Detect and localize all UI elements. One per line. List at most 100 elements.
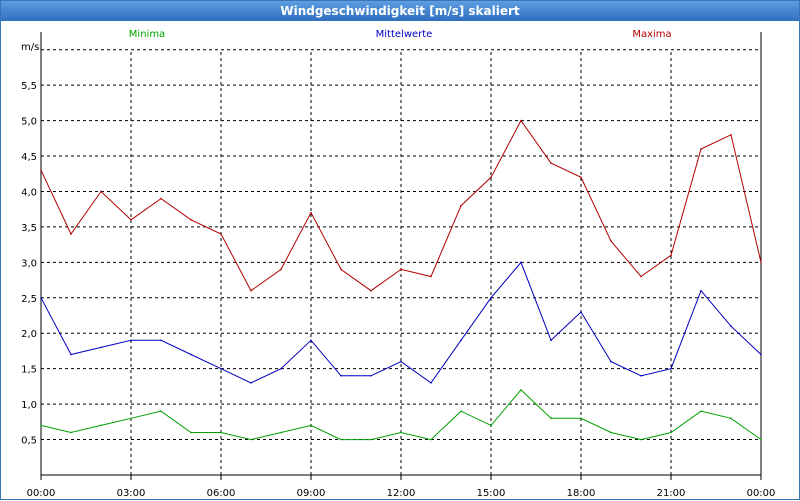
data-point-mittelwerte [670,367,672,370]
data-point-mittelwerte [130,339,132,342]
data-point-minima [280,431,282,434]
data-point-mittelwerte [340,374,342,377]
data-point-mittelwerte [100,346,102,349]
x-tick-time-label: 00:00 [27,488,56,499]
data-point-maxima [700,148,702,150]
data-point-mittelwerte [610,360,612,363]
data-point-minima [340,438,342,441]
data-point-mittelwerte [310,339,312,342]
data-point-maxima [280,268,282,271]
data-point-minima [640,438,642,441]
data-point-minima [580,417,582,420]
data-point-mittelwerte [730,325,732,327]
y-tick-label: 3,0 [21,258,37,269]
data-point-maxima [670,254,672,257]
data-point-maxima [520,119,522,122]
legend-entry-maxima: Maxima [632,29,671,40]
data-point-maxima [730,133,732,136]
data-point-minima [400,431,402,434]
data-point-maxima [100,190,102,193]
data-point-minima [610,431,612,434]
data-point-maxima [580,176,582,179]
wind-speed-chart: Minima Mittelwerte Maxima 0,5 1,0 1,5 2,0 2,5 3… [21,29,776,499]
y-tick-label: 1,5 [21,365,37,376]
data-point-maxima [460,204,462,207]
data-point-mittelwerte [640,374,642,377]
data-point-minima [100,424,102,427]
data-point-minima [370,438,372,441]
data-point-mittelwerte [160,339,162,342]
x-tick-time-label: 18:00 [567,488,596,499]
data-point-mittelwerte [190,353,192,356]
data-point-minima [520,389,522,391]
data-point-maxima [190,219,192,221]
y-tick-label: 2,0 [21,329,37,340]
data-point-maxima [160,197,162,200]
axes [40,32,762,480]
y-tick-label: 1,0 [21,400,37,411]
y-tick-label: 4,0 [21,187,37,198]
data-point-minima [160,410,162,413]
window-title: Windgeschwindigkeit [m/s] skaliert [1,1,799,21]
data-point-minima [430,438,432,441]
data-point-maxima [370,289,372,292]
x-tick-time-label: 06:00 [207,488,236,499]
data-point-mittelwerte [760,353,762,356]
data-point-mittelwerte [400,360,402,363]
data-point-minima [700,410,702,413]
x-tick-time-label: 15:00 [477,488,506,499]
data-point-maxima [760,261,762,264]
data-point-mittelwerte [280,367,282,370]
data-point-mittelwerte [220,367,222,370]
y-tick-label: 3,5 [21,223,37,234]
data-point-minima [490,424,492,427]
data-point-mittelwerte [550,339,552,342]
data-point-minima [220,431,222,434]
data-point-minima [760,438,762,441]
data-point-minima [460,410,462,413]
y-tick-label: 4,5 [21,152,37,163]
data-point-minima [730,417,732,420]
y-axis-label: m/s [21,42,39,53]
data-point-maxima [640,275,642,278]
data-point-maxima [610,240,612,242]
series-lines [40,119,762,441]
y-tick-label: 5,0 [21,117,37,128]
legend: Minima Mittelwerte Maxima [129,29,672,40]
data-point-minima [70,431,72,434]
x-tick-time-label: 03:00 [117,488,146,499]
data-point-mittelwerte [70,353,72,356]
data-point-mittelwerte [430,382,432,384]
x-tick-time-label: 09:00 [297,488,326,499]
data-point-mittelwerte [40,297,42,299]
legend-entry-minima: Minima [129,29,165,40]
data-point-maxima [40,169,42,172]
y-tick-label: 5,5 [21,81,37,92]
data-point-mittelwerte [250,382,252,384]
data-point-minima [670,431,672,434]
data-point-minima [310,424,312,427]
series-line-maxima [40,119,762,292]
data-point-maxima [400,268,402,271]
data-point-mittelwerte [700,289,702,292]
x-tick-time-label: 00:00 [747,488,776,499]
data-point-mittelwerte [460,339,462,342]
x-tick-time-label: 21:00 [657,488,686,499]
grid [41,49,761,475]
data-point-maxima [130,219,132,221]
data-point-mittelwerte [490,297,492,299]
data-point-minima [40,424,42,427]
tick-labels: 0,51,01,52,02,53,03,54,04,55,05,500:0011… [21,42,776,499]
y-tick-label: 0,5 [21,436,37,447]
data-point-mittelwerte [370,374,372,377]
data-point-maxima [70,233,72,235]
data-point-minima [190,431,192,434]
x-tick-time-label: 12:00 [387,488,416,499]
data-point-maxima [310,211,312,214]
data-point-mittelwerte [520,261,522,264]
data-point-maxima [340,268,342,271]
y-tick-label: 2,5 [21,294,37,305]
data-point-minima [250,438,252,441]
data-point-minima [550,417,552,420]
data-point-maxima [490,176,492,179]
